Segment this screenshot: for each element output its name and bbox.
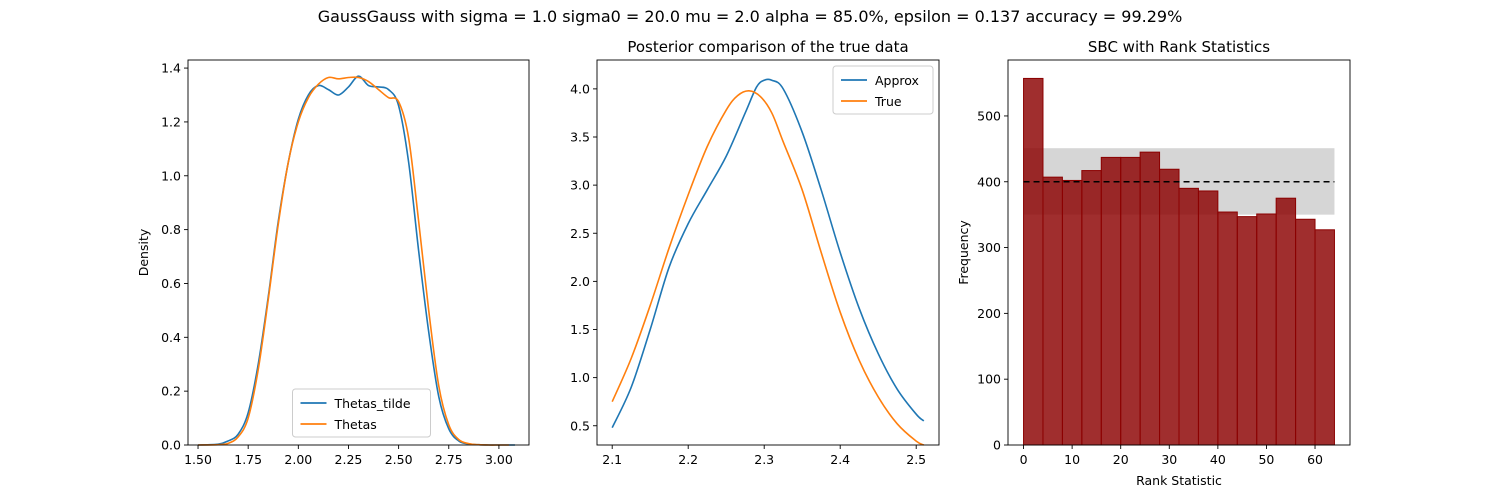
subplot-3: 0 10 20 30 40 50 60 0 100 200 300 400 500 SBC with Ra… bbox=[956, 38, 1351, 488]
x-tick-label: 2.2 bbox=[678, 452, 698, 467]
legend-frame bbox=[292, 388, 431, 438]
x-tick-label: 40 bbox=[1210, 452, 1226, 467]
subplot-title: Posterior comparison of the true data bbox=[627, 38, 908, 56]
histogram-bar bbox=[1042, 176, 1063, 446]
histogram-bar bbox=[1159, 168, 1180, 446]
x-tick-label: 30 bbox=[1161, 452, 1177, 467]
x-tick-label: 50 bbox=[1258, 452, 1274, 467]
x-tick-label: 1.50 bbox=[184, 452, 212, 467]
legend-label: Thetas bbox=[334, 417, 377, 432]
x-tick-label: 2.25 bbox=[335, 452, 363, 467]
x-tick-label: 2.50 bbox=[385, 452, 413, 467]
x-tick-label: 2.1 bbox=[602, 452, 622, 467]
x-tick-label: 2.5 bbox=[906, 452, 926, 467]
y-tick-label: 500 bbox=[977, 108, 1001, 123]
y-tick-label: 1.0 bbox=[570, 370, 590, 385]
axes-frame bbox=[596, 59, 940, 446]
histogram-bar bbox=[1100, 156, 1122, 446]
x-tick-label: 60 bbox=[1307, 452, 1323, 467]
y-axis-label: Frequency bbox=[956, 220, 971, 285]
histogram-bar bbox=[1139, 151, 1161, 446]
y-tick-label: 3.5 bbox=[570, 130, 590, 145]
y-tick-label: 300 bbox=[977, 240, 1001, 255]
legend: Approx True bbox=[832, 65, 934, 115]
histogram-bar bbox=[1295, 218, 1316, 446]
histogram-bar bbox=[1314, 229, 1335, 446]
y-tick-label: 100 bbox=[977, 372, 1001, 387]
x-tick-label: 3.00 bbox=[485, 452, 513, 467]
y-tick-label: 400 bbox=[977, 174, 1001, 189]
y-tick-label: 1.4 bbox=[161, 61, 181, 76]
y-tick-label: 200 bbox=[977, 306, 1001, 321]
histogram-bar bbox=[1081, 170, 1102, 446]
y-tick-label: 0.0 bbox=[161, 438, 181, 453]
legend: Thetas_tilde Thetas bbox=[292, 388, 431, 438]
figure-suptitle: GaussGauss with sigma = 1.0 sigma0 = 20.… bbox=[317, 7, 1183, 26]
histogram-bar bbox=[1197, 190, 1219, 446]
histogram-bar bbox=[1023, 77, 1044, 446]
y-tick-label: 0.6 bbox=[161, 276, 181, 291]
y-tick-label: 4.0 bbox=[570, 81, 590, 96]
x-tick-label: 2.75 bbox=[435, 452, 463, 467]
x-tick-label: 0 bbox=[1020, 452, 1028, 467]
y-tick-label: 0.2 bbox=[161, 384, 181, 399]
x-tick-label: 2.3 bbox=[754, 452, 774, 467]
histogram-bar bbox=[1236, 216, 1258, 446]
x-tick-label: 2.4 bbox=[830, 452, 850, 467]
y-tick-label: 1.2 bbox=[161, 114, 181, 129]
subplot-title: SBC with Rank Statistics bbox=[1088, 38, 1270, 56]
y-tick-label: 0.5 bbox=[570, 418, 590, 433]
subplot-2: 2.1 2.2 2.3 2.4 2.5 0.5 1.0 1.5 2.0 2.5 3.0 3.5 4.0 P… bbox=[570, 38, 940, 467]
series-line-thetas bbox=[198, 76, 509, 446]
series-line-true bbox=[611, 89, 925, 446]
y-tick-label: 0.8 bbox=[161, 222, 181, 237]
x-tick-label: 2.00 bbox=[284, 452, 312, 467]
series-line-thetas-tilde bbox=[197, 75, 515, 446]
histogram-bar bbox=[1061, 179, 1083, 446]
series-line-approx bbox=[611, 78, 925, 429]
histogram-bar bbox=[1256, 213, 1277, 446]
y-tick-label: 2.0 bbox=[570, 274, 590, 289]
x-tick-label: 10 bbox=[1064, 452, 1080, 467]
x-tick-label: 20 bbox=[1113, 452, 1129, 467]
legend-frame bbox=[832, 65, 934, 115]
y-tick-label: 0 bbox=[993, 438, 1001, 453]
y-tick-label: 1.5 bbox=[570, 322, 590, 337]
histogram-bar bbox=[1178, 187, 1199, 446]
x-axis-label: Rank Statistic bbox=[1136, 473, 1222, 488]
y-tick-label: 1.0 bbox=[161, 168, 181, 183]
legend-label: Approx bbox=[875, 73, 919, 88]
y-tick-label: 2.5 bbox=[570, 226, 590, 241]
y-tick-label: 0.4 bbox=[161, 330, 181, 345]
y-axis-label: Density bbox=[136, 228, 151, 276]
histogram-bar bbox=[1120, 156, 1141, 446]
legend-label: True bbox=[874, 94, 902, 109]
axes-frame bbox=[187, 59, 530, 446]
histogram-bar bbox=[1217, 211, 1238, 446]
axes-frame bbox=[1007, 59, 1351, 446]
histogram-bar bbox=[1275, 197, 1297, 446]
legend-label: Thetas_tilde bbox=[334, 396, 411, 411]
y-tick-label: 3.0 bbox=[570, 178, 590, 193]
subplot-1: 1.50 1.75 2.00 2.25 2.50 2.75 3.00 0.0 0.2 0.4 0.6… bbox=[136, 59, 530, 467]
x-tick-label: 1.75 bbox=[234, 452, 262, 467]
